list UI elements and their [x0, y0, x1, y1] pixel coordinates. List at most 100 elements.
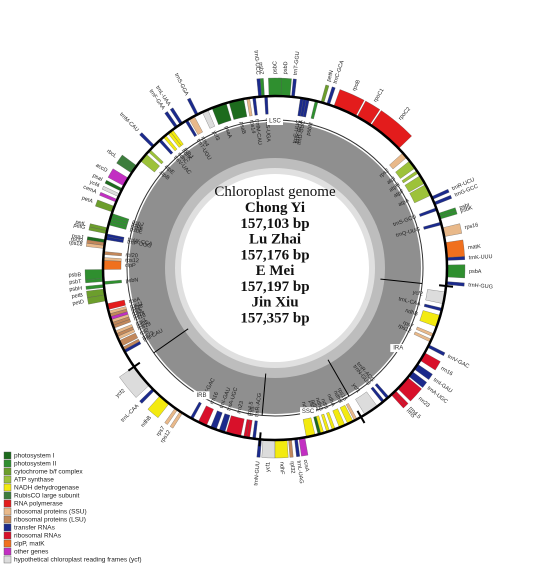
gene-label: trnY-GUA — [294, 120, 304, 144]
gene-label: rps19 — [137, 321, 152, 332]
gene-label: psaI — [91, 173, 103, 183]
sample-size: 157,176 bp — [240, 248, 309, 264]
sample-name: Chong Yi — [245, 200, 305, 216]
legend-label: ribosomal proteins (LSU) — [14, 517, 86, 524]
gene-label: petB — [71, 292, 83, 300]
gene-label: rrn23 — [236, 400, 245, 414]
gene-label: psbA — [469, 269, 482, 275]
gene-block — [84, 269, 104, 280]
gene-label: psaC — [307, 400, 316, 414]
gene-label: trnP-UGG — [127, 239, 152, 249]
gene-label: psbD — [283, 61, 290, 74]
region-boundary-inner — [261, 373, 267, 416]
region-label: IRA — [393, 346, 403, 352]
gene-label: trnL-CAA — [120, 403, 140, 423]
gene-label: rps16 — [464, 222, 479, 231]
legend-label: transfer RNAs — [14, 525, 56, 532]
legend-label: clpP, matK — [14, 541, 45, 548]
gene-label: trnM-CAU — [118, 112, 140, 134]
region-boundary — [356, 410, 366, 424]
gene-block — [423, 221, 442, 230]
gene-label: rps18 — [68, 240, 82, 248]
gene-label: trnR-ACG — [254, 393, 263, 418]
gene-label: psbL — [131, 222, 144, 231]
region-boundary — [438, 284, 454, 288]
gene-block — [446, 264, 466, 279]
gene-block — [95, 199, 115, 213]
gene-label: ndhF — [278, 462, 284, 475]
gene-label: rpoC2 — [398, 106, 412, 121]
gene-label: trnL-UAG — [295, 460, 304, 484]
gene-label: rpl23 — [141, 330, 155, 341]
gene-label: ndhE — [309, 399, 318, 413]
gene-label: atpA — [397, 197, 410, 208]
gene-label: trnS-GGA — [173, 72, 189, 97]
gene-label: matK — [468, 244, 482, 251]
gene-label: rpl33 — [70, 237, 83, 245]
gene-label: petD — [72, 299, 85, 307]
gene-label: psaB — [238, 121, 247, 135]
legend-swatch — [3, 547, 12, 556]
gene-label: ndhI — [319, 398, 328, 411]
legend-swatch — [3, 523, 12, 532]
gene-label: atpI — [386, 175, 397, 186]
gene-label: ycf2 — [115, 388, 127, 399]
region-boundary-inner — [380, 278, 423, 284]
legend-swatch — [3, 531, 12, 540]
legend-label: ATP synthase — [14, 477, 54, 484]
region-label-bg — [300, 407, 317, 416]
gene-label: ycf1 — [265, 462, 271, 472]
gene-label: rpl14 — [132, 310, 146, 320]
gene-block — [427, 344, 446, 356]
legend-swatch — [3, 499, 12, 508]
gene-label: trnfM-CAU — [253, 119, 262, 146]
gene-block — [264, 96, 269, 115]
gene-label: psaA — [223, 125, 233, 139]
gene-label: atpH — [388, 182, 401, 193]
legend-swatch — [3, 507, 12, 516]
gene-block — [288, 439, 294, 458]
legend-swatch — [3, 483, 12, 492]
gene-label: psbI — [459, 202, 471, 211]
gene-label: rps4 — [199, 136, 209, 148]
gene-block — [102, 260, 122, 270]
gene-label: psbK — [460, 205, 474, 214]
gene-block — [419, 207, 438, 217]
gene-label: psbJ — [131, 219, 144, 228]
gene-label: psbZ — [257, 62, 264, 75]
region-boundary-inner — [153, 328, 189, 354]
gene-block — [246, 97, 253, 117]
sample-size: 157,103 bp — [240, 216, 309, 232]
gene-block — [274, 439, 289, 459]
gene-label: ndhB — [404, 308, 418, 318]
gene-label: psbC — [272, 61, 278, 74]
legend-swatch — [3, 491, 12, 500]
gene-label: petA — [81, 195, 94, 205]
sample-name: Jin Xiu — [251, 295, 298, 311]
gene-label: ycf2 — [412, 290, 423, 298]
region-label-bg — [193, 391, 210, 400]
gene-label: rpl32 — [288, 461, 295, 474]
gene-label: trnN-GUU — [253, 461, 261, 486]
gene-label: ycf3 — [211, 130, 221, 142]
gene-block — [261, 439, 276, 459]
gene-label: rrn5 — [249, 406, 256, 417]
gene-label: rps2 — [378, 168, 390, 180]
gene-label: rpl36 — [130, 304, 143, 313]
gene-block — [85, 284, 105, 290]
legend-label: RNA polymerase — [14, 501, 63, 508]
gene-label: ndhA — [325, 393, 336, 407]
gene-label: psbB — [68, 272, 81, 278]
gene-label: rrn16 — [440, 366, 454, 378]
genome-circle — [101, 94, 449, 442]
gene-label: rrn4.5 — [246, 401, 254, 416]
legend-swatch — [3, 555, 12, 564]
gene-label: rpoB — [352, 79, 362, 92]
region-label-bg — [267, 117, 283, 125]
gene-label: rps7 — [402, 320, 414, 330]
region-label: LSC — [269, 119, 281, 125]
gene-label: trnK-UUU — [469, 254, 493, 261]
gene-label: trnL-CAA — [398, 296, 422, 307]
gene-block — [252, 96, 258, 116]
